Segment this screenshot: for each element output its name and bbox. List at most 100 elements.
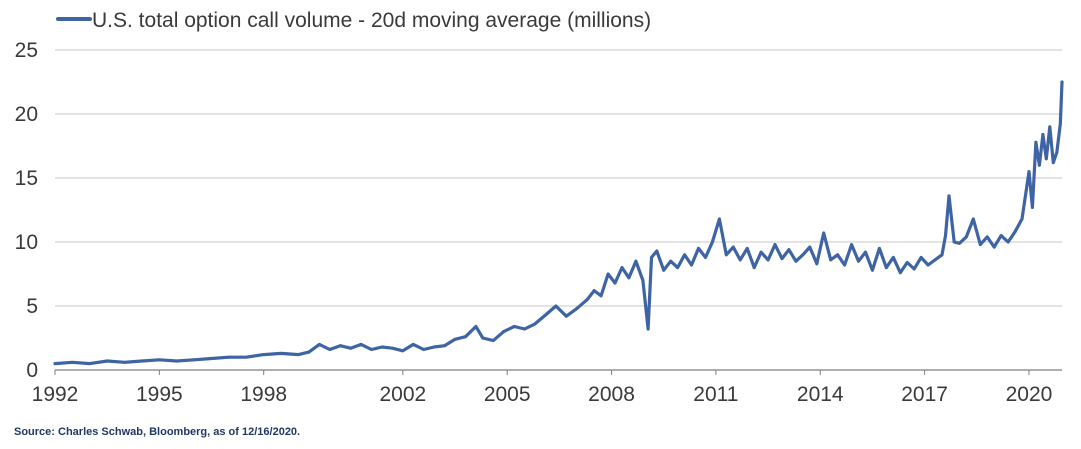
- data-point: [88, 362, 92, 365]
- data-point: [244, 355, 248, 359]
- legend-label: U.S. total option call volume - 20d movi…: [92, 9, 651, 32]
- data-point: [947, 194, 951, 198]
- data-point: [891, 256, 895, 259]
- data-point: [474, 325, 478, 328]
- data-point: [711, 240, 714, 244]
- data-point: [655, 249, 659, 253]
- data-point: [697, 247, 700, 250]
- data-point: [585, 298, 589, 301]
- data-point: [964, 235, 968, 239]
- data-point: [940, 253, 944, 257]
- data-point: [599, 294, 603, 298]
- data-point: [370, 348, 373, 351]
- data-point: [690, 263, 693, 267]
- data-point: [731, 245, 735, 249]
- data-point: [502, 330, 506, 333]
- data-point: [646, 327, 650, 331]
- data-point: [794, 259, 798, 263]
- data-point: [752, 266, 756, 269]
- data-point: [766, 258, 770, 262]
- data-point: [878, 247, 881, 250]
- data-point: [544, 313, 547, 317]
- data-point: [192, 358, 196, 362]
- data-point: [669, 259, 673, 263]
- data-point: [411, 343, 415, 346]
- data-point: [453, 337, 457, 341]
- data-point: [318, 343, 321, 346]
- data-point: [481, 336, 485, 340]
- data-point: [123, 360, 126, 364]
- data-point: [808, 245, 812, 249]
- data-point: [926, 263, 930, 267]
- data-point: [822, 231, 826, 235]
- data-point: [391, 346, 394, 350]
- data-point: [1031, 206, 1034, 209]
- data-point: [634, 259, 638, 263]
- y-tick-label: 20: [15, 103, 38, 126]
- y-tick-label: 5: [26, 295, 38, 318]
- y-tick-label: 10: [15, 231, 38, 254]
- data-point: [297, 353, 300, 356]
- data-point: [978, 243, 982, 247]
- data-point: [857, 259, 860, 263]
- data-point: [704, 256, 707, 259]
- x-tick-label: 2011: [693, 383, 738, 406]
- data-point: [933, 258, 937, 262]
- data-point: [592, 289, 596, 292]
- data-point: [1020, 217, 1024, 221]
- data-point: [836, 253, 839, 257]
- data-point: [1027, 170, 1031, 174]
- data-point: [1044, 157, 1048, 161]
- x-tick-label: 2017: [901, 383, 948, 406]
- data-point: [919, 256, 923, 259]
- data-point: [464, 335, 467, 339]
- data-point: [801, 253, 805, 257]
- x-tick-label: 1998: [240, 383, 287, 406]
- data-point: [912, 267, 916, 271]
- data-point: [738, 258, 742, 262]
- data-point: [985, 235, 989, 239]
- data-point: [787, 248, 791, 252]
- data-point: [1006, 240, 1010, 244]
- data-point: [564, 314, 568, 318]
- x-tick-label: 2005: [484, 383, 531, 406]
- x-tick-label: 2014: [797, 383, 844, 406]
- data-point: [850, 243, 853, 247]
- x-tick-label: 2002: [379, 383, 426, 406]
- data-point: [1048, 125, 1052, 129]
- data-point: [999, 234, 1003, 238]
- series-line-0: [53, 80, 1064, 366]
- x-tick-label: 1992: [32, 383, 79, 406]
- data-point: [359, 343, 363, 346]
- data-point: [210, 357, 213, 360]
- data-point: [380, 345, 384, 349]
- data-point: [105, 359, 109, 363]
- data-point: [676, 266, 679, 269]
- data-point: [773, 243, 777, 247]
- data-point: [523, 327, 526, 331]
- y-tick-label: 25: [15, 39, 38, 62]
- data-point: [780, 257, 784, 260]
- data-point: [627, 276, 631, 280]
- data-point: [1060, 80, 1064, 84]
- data-point: [1013, 230, 1017, 234]
- data-point: [1055, 151, 1059, 154]
- y-axis: 0 5 10 15 20 25: [15, 39, 38, 382]
- y-tick-label: 0: [26, 359, 38, 382]
- series-group: [53, 80, 1064, 366]
- data-point: [1051, 161, 1055, 165]
- data-point: [443, 344, 446, 348]
- data-point: [944, 234, 947, 238]
- data-point: [864, 250, 867, 254]
- data-point: [898, 271, 902, 275]
- data-point: [422, 348, 426, 351]
- data-point: [971, 217, 975, 221]
- data-point: [613, 281, 617, 285]
- x-tick-label: 2020: [1006, 383, 1053, 406]
- data-point: [1038, 163, 1041, 167]
- data-point: [140, 359, 144, 363]
- data-point: [575, 307, 579, 310]
- data-point: [815, 262, 819, 266]
- data-point: [718, 217, 721, 221]
